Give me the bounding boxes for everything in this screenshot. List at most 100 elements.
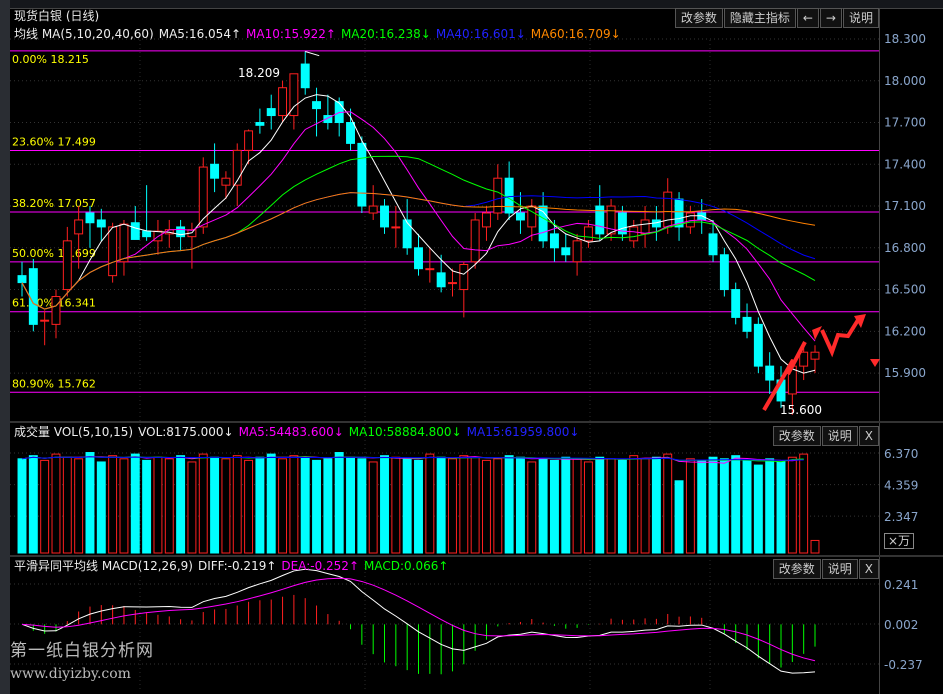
volume-bar (255, 456, 265, 554)
volume-bar (504, 455, 514, 554)
volume-bar (538, 458, 548, 554)
volume-bar (448, 458, 457, 554)
candle-body (572, 240, 582, 263)
volume-bar (731, 455, 741, 554)
panel-divider (10, 555, 943, 557)
volume-bar (799, 453, 809, 554)
volume-bar (414, 459, 423, 554)
price-axis-label: 15.900 (884, 366, 926, 380)
dea-line (21, 577, 816, 662)
candle-body (244, 130, 254, 151)
edit-params-button[interactable]: 改参数 (674, 8, 723, 28)
volume-legend: 成交量 VOL(5,10,15) VOL:8175.000↓ MA5:54483.6… (14, 425, 584, 439)
macd-close-button[interactable]: X (858, 559, 879, 579)
candle-body (470, 219, 480, 263)
ma60-line (21, 192, 816, 310)
volume-bar (527, 461, 537, 554)
ma20-line (21, 155, 816, 310)
volume-bar (153, 456, 163, 554)
candle-body (62, 240, 72, 291)
main-toolbar: 改参数 隐藏主指标 ← → 说明 (674, 8, 879, 28)
candle-body (40, 319, 50, 322)
volume-bar (493, 458, 503, 554)
volume-bar (210, 456, 220, 554)
candle-body (278, 87, 288, 117)
vol-ma5: MA5:54483.600↓ (238, 425, 344, 439)
candle-body (425, 268, 435, 271)
volume-bar (312, 459, 322, 554)
macd-label: 平滑异同平均线 MACD(12,26,9) (14, 559, 193, 573)
volume-axis-label: 2.347 (884, 510, 918, 524)
candle-body (289, 73, 299, 117)
candle-body (74, 219, 84, 235)
candle-body (549, 233, 559, 249)
fib-label: 38.20% 17.057 (12, 197, 96, 210)
macd-help-button[interactable]: 说明 (821, 559, 858, 579)
candle-body (28, 268, 38, 325)
volume-bar (719, 458, 729, 554)
volume-toolbar: 改参数 说明 X (772, 426, 879, 446)
volume-bar (51, 453, 61, 554)
volume-bar (617, 459, 627, 554)
macd-edit-params-button[interactable]: 改参数 (772, 559, 821, 579)
arrow-left-icon[interactable]: ← (796, 8, 819, 28)
top-bar (10, 0, 943, 9)
hide-main-indicator-button[interactable]: 隐藏主指标 (723, 8, 796, 28)
high-pointer (305, 51, 320, 57)
candle-body (448, 282, 457, 285)
candle-body (119, 223, 129, 263)
volume-bar (357, 458, 367, 554)
price-axis-label: 18.300 (884, 32, 926, 46)
volume-bar (674, 480, 684, 554)
volume-bar (810, 539, 820, 554)
vol-label: 成交量 VOL(5,10,15) (14, 425, 134, 439)
red-arrow (762, 341, 807, 412)
volume-bar (108, 455, 118, 554)
candle-body (357, 142, 367, 207)
candle-body (198, 166, 208, 228)
candle-body (617, 212, 627, 235)
volume-bar (629, 455, 639, 554)
volume-bar (278, 458, 288, 554)
axis-divider (879, 8, 880, 694)
candle-body (731, 289, 741, 318)
candle-body (266, 108, 276, 117)
macd-axis-label: 0.241 (884, 578, 918, 592)
candle-body (51, 296, 61, 325)
volume-bar (459, 455, 469, 554)
volume-bar (96, 461, 106, 554)
fib-label: 50.00% 16.699 (12, 247, 96, 260)
red-arrow-head (854, 314, 866, 328)
volume-bar (380, 455, 389, 554)
help-button[interactable]: 说明 (842, 8, 879, 28)
left-sidebar-strip[interactable] (0, 0, 10, 694)
volume-bar (176, 455, 186, 554)
volume-unit[interactable]: ×万 (884, 533, 915, 549)
price-axis-label: 17.400 (884, 157, 926, 171)
volume-bar (266, 453, 276, 554)
vol-edit-params-button[interactable]: 改参数 (772, 426, 821, 446)
volume-bar (583, 461, 593, 554)
volume-bar (572, 458, 582, 554)
price-axis-label: 16.500 (884, 283, 926, 297)
ma5-value: MA5:16.054↑ (158, 27, 242, 41)
volume-bar (595, 456, 605, 554)
candle-body (300, 63, 310, 89)
volume-bar (28, 455, 38, 554)
volume-bar (119, 458, 129, 554)
candle-body (108, 226, 118, 277)
arrow-right-icon[interactable]: → (819, 8, 842, 28)
volume-bar (346, 456, 355, 554)
volume-bar (85, 452, 95, 554)
high-label: 18.209 (238, 66, 280, 80)
vol-close-button[interactable]: X (858, 426, 879, 446)
candle-body (221, 177, 231, 186)
macd-axis-label: -0.237 (884, 658, 923, 672)
candle-body (493, 177, 503, 214)
volume-bar (164, 458, 174, 554)
candle-body (130, 222, 140, 240)
candle-body (346, 122, 355, 144)
vol-help-button[interactable]: 说明 (821, 426, 858, 446)
candle-body (595, 205, 605, 235)
